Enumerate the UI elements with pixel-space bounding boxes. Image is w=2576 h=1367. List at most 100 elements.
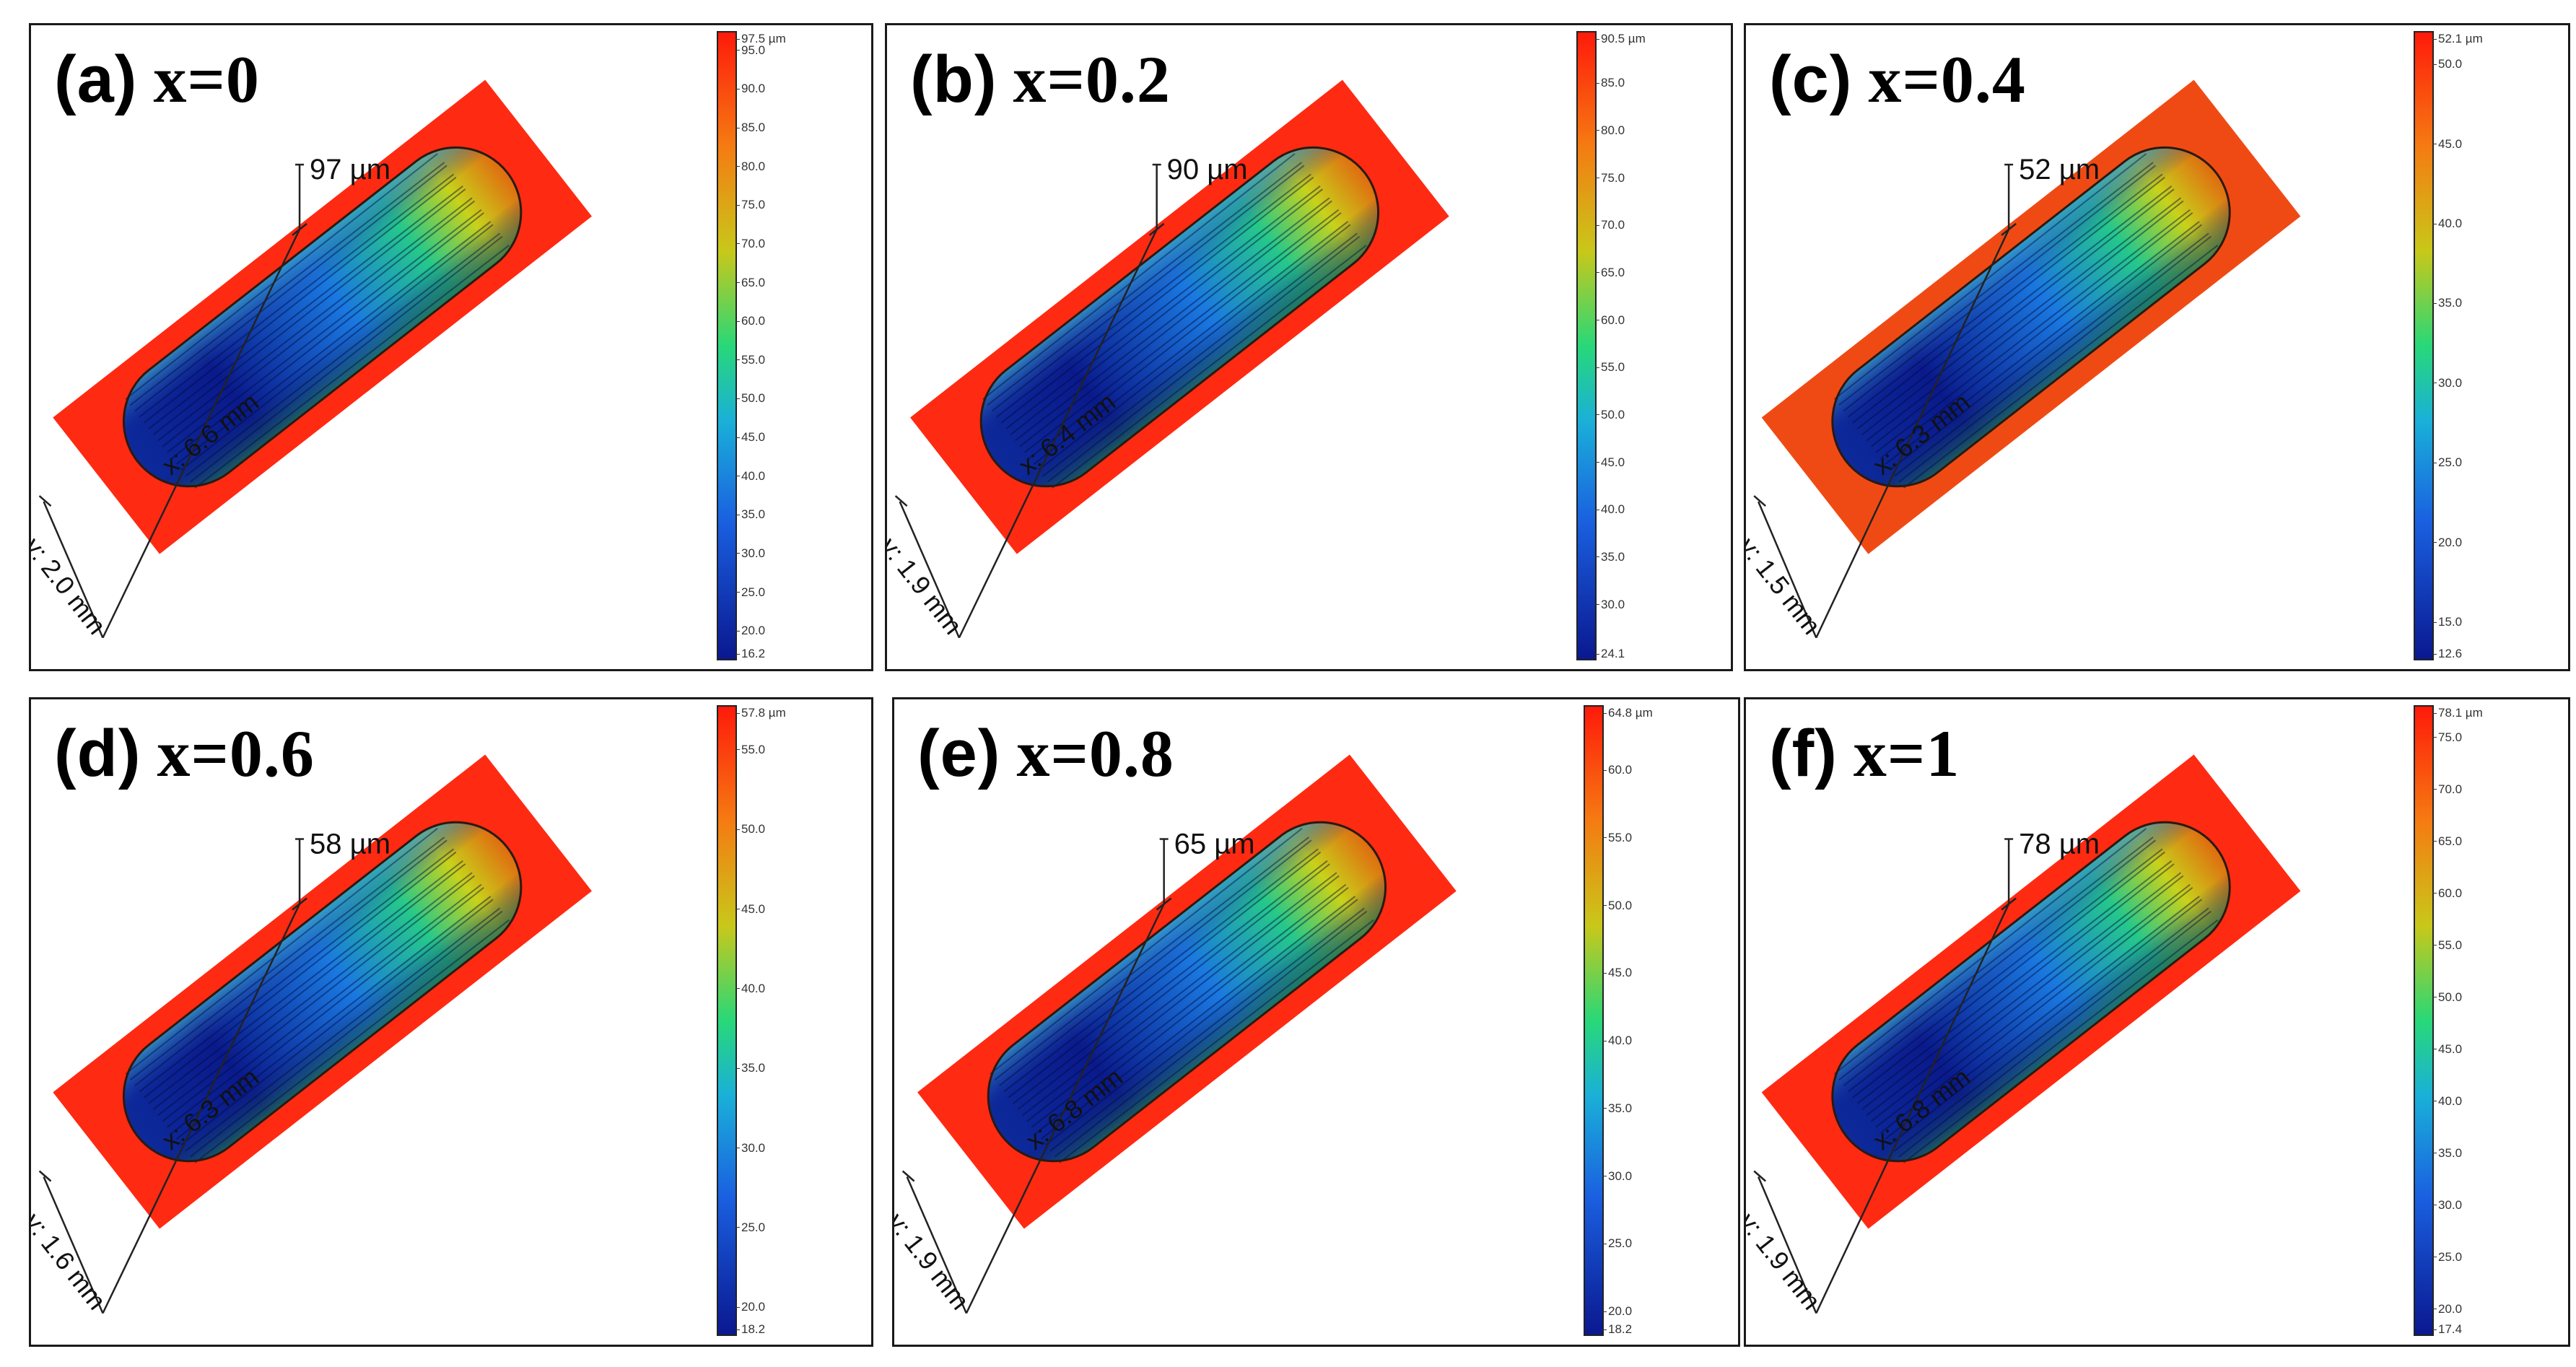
scale-min-label: 17.4 [2432,1322,2463,1336]
scale-tick: 75.0 [735,198,766,212]
scale-tick: 25.0 [1602,1236,1633,1251]
scale-tick: 35.0 [1594,549,1625,564]
scale-tick: 25.0 [2432,1249,2463,1264]
depth-label: 90 µm [1167,154,1248,185]
composition-label: x=0.8 [1016,717,1174,790]
surface-3d-view: 78 µmx: 6.8 mmy: 1.9 mm [1746,754,2301,1315]
y-dimension-label: y: 1.6 mm [31,1207,112,1315]
scale-tick: 40.0 [2432,217,2463,231]
surface-3d-view: 65 µmx: 6.8 mmy: 1.9 mm [894,754,1457,1315]
scale-tick: 45.0 [2432,136,2463,151]
surface-3d-view: 58 µmx: 6.3 mmy: 1.6 mm [31,754,592,1315]
scale-tick: 25.0 [2432,455,2463,470]
scale-tick: 35.0 [2432,296,2463,310]
scale-tick: 95.0 [735,43,766,57]
scale-tick: 75.0 [2432,730,2463,744]
scale-max-label: 64.8 µm [1602,706,1653,720]
scale-tick: 50.0 [2432,57,2463,71]
panel-f: 78 µm x: 6.8 mm y: 1.9 mm (f) x=1 78.1 µm 75.0… [1744,697,2570,1347]
scale-min-label: 24.1 [1594,647,1625,660]
surface-3d-view: 97 µmx: 6.6 mmy: 2.0 mm [31,79,592,640]
scale-tick: 55.0 [2432,938,2463,952]
scale-tick: 40.0 [1602,1034,1633,1048]
scale-tick: 80.0 [735,159,766,173]
scale-min-label: 18.2 [1602,1322,1633,1336]
color-scale-bar [1584,705,1604,1336]
y-dimension-label: y: 1.9 mm [887,532,968,640]
composition-label: x=1 [1853,717,1960,790]
scale-tick: 85.0 [735,121,766,135]
scale-tick: 50.0 [2432,990,2463,1004]
composition-label: x=0.6 [157,717,315,790]
panel-title: (f) x=1 [1769,715,1960,792]
composition-label: x=0 [153,43,260,116]
scale-max-label: 78.1 µm [2432,706,2483,720]
scale-tick: 55.0 [1594,360,1625,375]
scale-min-label: 12.6 [2432,647,2463,660]
y-dimension-label: y: 1.5 mm [1746,532,1827,640]
color-scale-bar [2414,31,2434,660]
scale-min-label: 16.2 [735,647,766,660]
composition-label: x=0.4 [1868,43,2026,116]
scale-tick: 30.0 [735,1140,766,1155]
depth-label: 52 µm [2019,154,2100,185]
scale-tick: 65.0 [735,275,766,289]
color-scale-bar [2414,705,2434,1336]
scale-tick: 55.0 [735,352,766,367]
panel-title: (e) x=0.8 [917,715,1174,792]
scale-tick: 45.0 [735,901,766,916]
scale-tick: 45.0 [735,430,766,445]
scale-tick: 25.0 [735,585,766,599]
depth-label: 58 µm [310,829,390,860]
scale-tick: 30.0 [1594,597,1625,611]
scale-max-label: 97.5 µm [735,32,786,45]
panel-letter: (b) [910,43,997,116]
scale-tick: 50.0 [735,822,766,837]
scale-tick: 25.0 [735,1220,766,1234]
scale-tick: 45.0 [1594,455,1625,469]
scale-tick: 55.0 [1602,830,1633,844]
scale-tick: 30.0 [735,546,766,560]
scale-tick: 60.0 [1602,763,1633,777]
scale-max-label: 52.1 µm [2432,32,2483,45]
axis-frame [901,838,1172,1314]
y-dimension-label: y: 1.9 mm [894,1207,975,1315]
panel-title: (c) x=0.4 [1769,41,2026,118]
scale-max-label: 90.5 µm [1595,32,1646,45]
panel-letter: (a) [54,43,138,116]
scale-tick: 45.0 [2432,1041,2463,1056]
scale-tick: 30.0 [2432,1197,2463,1212]
scale-tick: 35.0 [2432,1145,2463,1160]
panel-a: 97 µm x: 6.6 mm y: 2.0 mm (a) x=0 97.5 µm 95.0… [29,23,873,671]
surface-3d-view: 52 µmx: 6.3 mmy: 1.5 mm [1746,79,2301,640]
panel-title: (d) x=0.6 [54,715,315,792]
panel-letter: (d) [54,717,141,790]
scale-tick: 60.0 [735,314,766,328]
scale-tick: 35.0 [735,507,766,522]
panel-letter: (c) [1769,43,1853,116]
scale-tick: 50.0 [1594,407,1625,422]
scale-tick: 20.0 [2432,535,2463,549]
panel-letter: (e) [917,717,1001,790]
composition-label: x=0.2 [1013,43,1171,116]
axis-frame [894,163,1165,639]
scale-min-label: 18.2 [735,1322,766,1336]
panel-title: (a) x=0 [54,41,260,118]
scale-tick: 40.0 [1594,502,1625,517]
scale-tick: 20.0 [735,1300,766,1314]
axis-frame [38,838,307,1314]
y-dimension-label: y: 1.9 mm [1746,1207,1827,1315]
scale-tick: 85.0 [1594,76,1625,90]
scale-tick: 50.0 [735,391,766,406]
axis-frame [38,163,307,639]
scale-tick: 80.0 [1594,123,1625,137]
scale-tick: 40.0 [2432,1093,2463,1108]
scale-tick: 70.0 [735,236,766,250]
scale-tick: 60.0 [1594,313,1625,327]
depth-label: 97 µm [310,154,390,185]
scale-tick: 35.0 [735,1061,766,1075]
scale-tick: 35.0 [1602,1101,1633,1115]
scale-tick: 70.0 [1594,218,1625,232]
scale-tick: 75.0 [1594,170,1625,185]
scale-max-label: 57.8 µm [735,706,786,720]
